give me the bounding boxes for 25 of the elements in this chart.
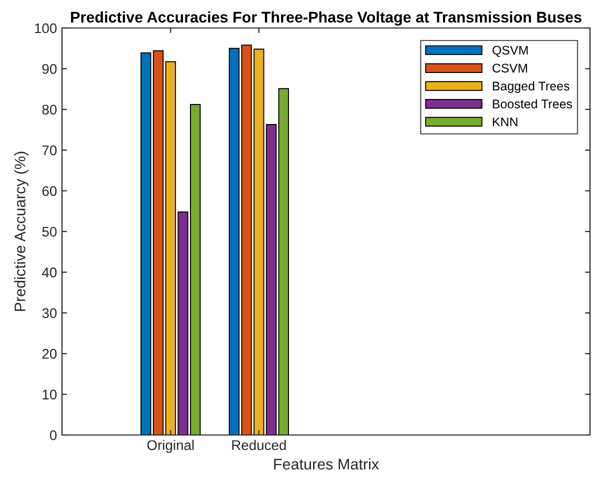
bar [278,88,289,435]
legend-label: Bagged Trees [492,81,570,93]
x-tick-label: Original [147,440,194,453]
y-tick-label: 40 [42,268,57,278]
y-tick-label: 60 [42,186,57,196]
legend-label: KNN [492,118,518,126]
y-tick-label: 20 [42,348,57,359]
bar [140,52,152,435]
y-tick-label: 50 [42,226,57,237]
legend-label: CSVM [492,64,527,73]
chart-title: Predictive Accuracies For Three-Phase Voltage at Transmission Buses [71,11,582,26]
y-tick-label: 100 [35,23,57,34]
x-tick-label: Reduced [232,440,286,450]
y-tick-label: 30 [42,308,57,318]
legend-label: QSVM [492,46,528,57]
y-tick-label: 90 [42,64,57,74]
y-tick-label: 10 [42,390,57,400]
bar [152,50,164,435]
legend-label: Boosted Trees [492,99,572,108]
y-tick-label: 80 [42,104,57,115]
y-tick-label: 0 [50,430,57,440]
x-axis-title: Features Matrix [274,458,379,470]
y-tick-label: 70 [42,145,57,156]
bar [266,124,277,435]
y-axis-title: Predictive Accuarcy (%) [14,152,28,311]
